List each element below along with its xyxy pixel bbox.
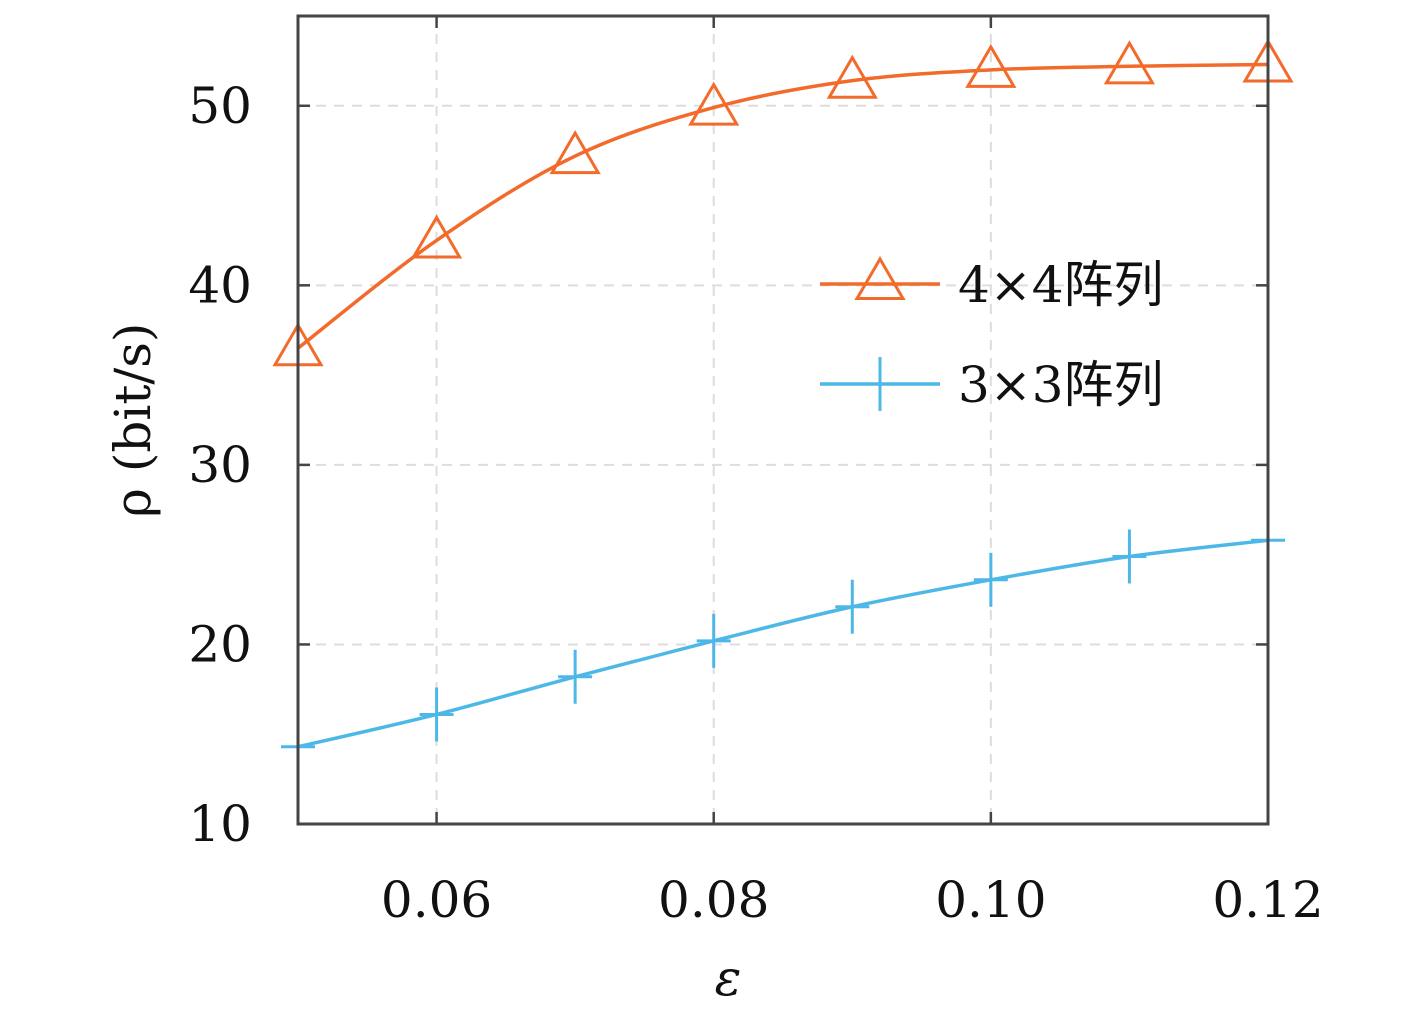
x-tick-label: 0.08 (658, 871, 769, 929)
plus-marker (973, 552, 1008, 607)
plus-marker (696, 613, 731, 668)
legend: 4×4阵列 3×3阵列 (820, 256, 1164, 414)
y-axis-label: ρ (bit/s) (104, 323, 162, 518)
plus-marker (419, 687, 454, 742)
x-tick-label: 0.12 (1212, 871, 1323, 929)
series-line-0 (296, 62, 1269, 350)
legend-label: 3×3阵列 (958, 356, 1164, 414)
triangle-marker (1103, 40, 1156, 85)
x-axis-label: ε (715, 949, 742, 1007)
y-tick-label: 10 (188, 795, 252, 853)
grid-lines (298, 16, 1269, 824)
plus-marker (835, 579, 870, 634)
y-tick-label: 40 (188, 256, 252, 314)
y-tick-label: 20 (188, 615, 252, 673)
triangle-marker (549, 130, 601, 175)
x-tick-label: 0.06 (381, 871, 492, 929)
plus-marker (558, 649, 593, 704)
plot-frame (296, 14, 1270, 826)
plus-marker (1112, 529, 1147, 584)
legend-label: 4×4阵列 (958, 256, 1164, 314)
triangle-marker (854, 256, 906, 301)
x-axis-ticks: 0.06 0.08 0.10 0.12 (381, 16, 1324, 929)
x-tick-label: 0.10 (935, 871, 1046, 929)
triangle-marker (688, 81, 740, 126)
triangle-marker (410, 214, 463, 259)
triangle-marker (826, 54, 878, 99)
series-line-1 (297, 538, 1269, 749)
series-layer (272, 38, 1294, 774)
triangle-marker (965, 43, 1017, 88)
y-tick-label: 50 (188, 77, 252, 135)
plus-marker (863, 357, 897, 411)
y-tick-label: 30 (188, 436, 252, 494)
